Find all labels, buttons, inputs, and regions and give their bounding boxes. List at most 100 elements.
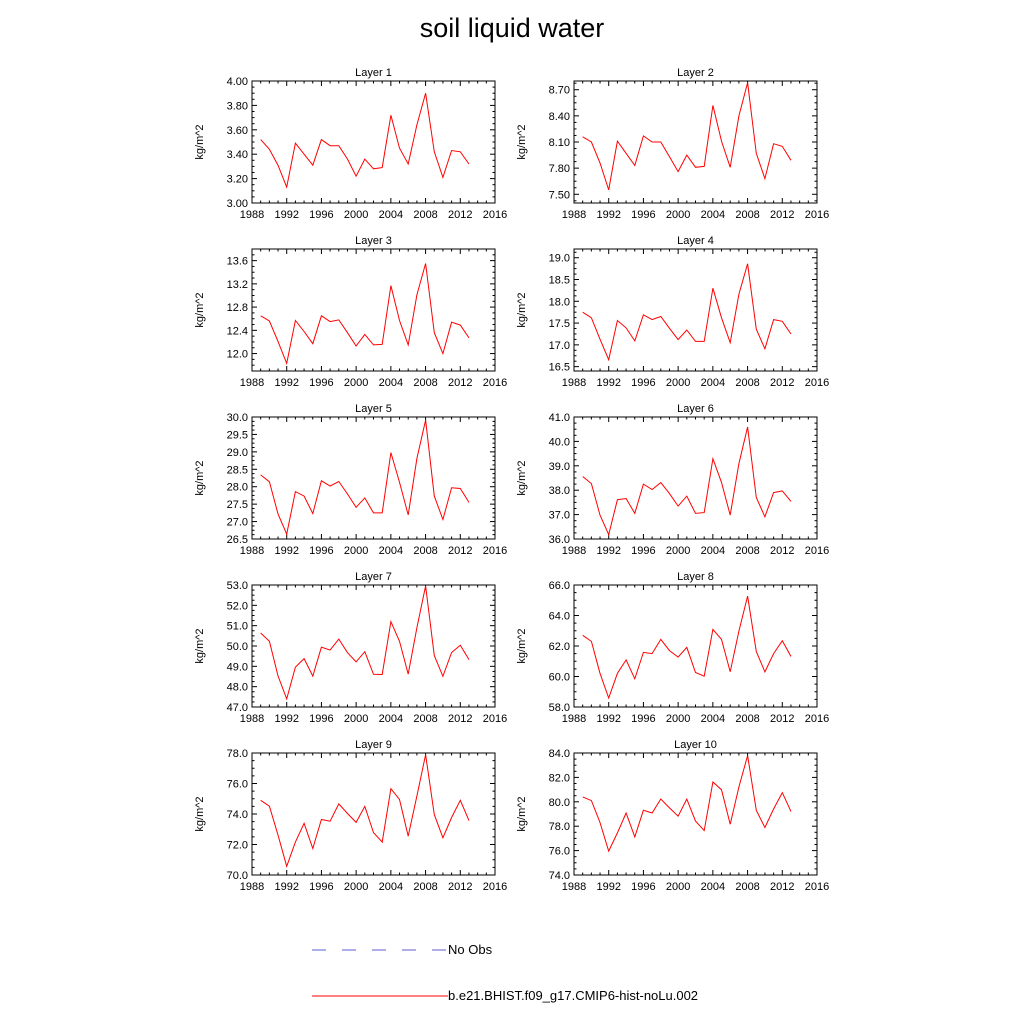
plot-frame bbox=[251, 416, 496, 540]
x-tick-label: 2012 bbox=[448, 713, 472, 725]
plot-frame bbox=[573, 80, 818, 204]
x-tick-label: 2004 bbox=[379, 209, 403, 221]
y-tick-label: 76.0 bbox=[227, 779, 248, 791]
x-tick-label: 1996 bbox=[309, 209, 333, 221]
legend-label-model: b.e21.BHIST.f09_g17.CMIP6-hist-noLu.002 bbox=[448, 988, 699, 1003]
series-line bbox=[582, 595, 792, 700]
x-tick-label: 1996 bbox=[309, 377, 333, 389]
x-tick-label: 1988 bbox=[240, 209, 264, 221]
x-tick-label: 1996 bbox=[631, 377, 655, 389]
y-tick-label: 3.40 bbox=[227, 149, 248, 161]
plot-frame bbox=[251, 584, 496, 708]
x-tick-label: 1988 bbox=[562, 209, 586, 221]
plot-frame bbox=[573, 752, 818, 876]
x-tick-label: 1992 bbox=[274, 377, 298, 389]
y-tick-label: 19.0 bbox=[549, 253, 570, 265]
y-tick-label: 80.0 bbox=[549, 797, 570, 809]
y-tick-label: 3.20 bbox=[227, 174, 248, 186]
y-tick-label: 76.0 bbox=[549, 846, 570, 858]
x-tick-label: 2000 bbox=[344, 377, 368, 389]
x-tick-label: 2016 bbox=[805, 209, 829, 221]
x-tick-label: 1992 bbox=[596, 377, 620, 389]
x-tick-label: 2004 bbox=[701, 545, 725, 557]
y-tick-label: 29.5 bbox=[227, 429, 248, 441]
x-tick-label: 1996 bbox=[309, 881, 333, 893]
y-tick-label: 58.0 bbox=[549, 702, 570, 714]
series-line bbox=[582, 426, 792, 537]
x-tick-label: 2008 bbox=[413, 713, 437, 725]
panel-title: Layer 3 bbox=[355, 235, 392, 247]
y-axis-label: kg/m^2 bbox=[194, 628, 206, 663]
panel-title: Layer 1 bbox=[355, 67, 392, 79]
series-line bbox=[582, 82, 792, 191]
panel-7: Layer 7 1988 1992 1996 2000 2004 2008 2012 2016 4… bbox=[194, 571, 507, 725]
x-tick-label: 1992 bbox=[274, 713, 298, 725]
x-tick-label: 2000 bbox=[666, 377, 690, 389]
y-tick-label: 3.80 bbox=[227, 100, 248, 112]
x-tick-label: 2016 bbox=[483, 713, 507, 725]
y-tick-label: 3.60 bbox=[227, 125, 248, 137]
y-tick-label: 74.0 bbox=[549, 870, 570, 882]
x-tick-label: 2004 bbox=[701, 713, 725, 725]
x-tick-label: 2016 bbox=[483, 545, 507, 557]
x-tick-label: 2016 bbox=[805, 881, 829, 893]
x-tick-label: 2000 bbox=[344, 545, 368, 557]
x-tick-label: 1996 bbox=[631, 881, 655, 893]
x-tick-label: 2000 bbox=[666, 881, 690, 893]
x-tick-label: 1992 bbox=[596, 545, 620, 557]
panel-4: Layer 4 1988 1992 1996 2000 2004 2008 2012 2016 1… bbox=[516, 235, 829, 389]
y-tick-label: 12.4 bbox=[227, 325, 248, 337]
x-tick-label: 1988 bbox=[562, 713, 586, 725]
x-tick-label: 2008 bbox=[413, 377, 437, 389]
y-tick-label: 4.00 bbox=[227, 76, 248, 88]
y-tick-label: 7.80 bbox=[549, 163, 570, 175]
x-tick-label: 2008 bbox=[735, 209, 759, 221]
x-tick-label: 2000 bbox=[344, 209, 368, 221]
y-tick-label: 48.0 bbox=[227, 682, 248, 694]
plot-frame bbox=[573, 584, 818, 708]
x-tick-label: 2004 bbox=[701, 881, 725, 893]
x-tick-label: 1992 bbox=[274, 545, 298, 557]
panel-title: Layer 6 bbox=[677, 403, 714, 415]
panel-3: Layer 3 1988 1992 1996 2000 2004 2008 2012 2016 1… bbox=[194, 235, 507, 389]
y-tick-label: 66.0 bbox=[549, 580, 570, 592]
y-axis-label: kg/m^2 bbox=[194, 124, 206, 159]
y-tick-label: 8.70 bbox=[549, 85, 570, 97]
y-tick-label: 7.50 bbox=[549, 189, 570, 201]
y-tick-label: 38.0 bbox=[549, 485, 570, 497]
legend-item-no-obs: No Obs bbox=[312, 942, 492, 957]
panel-title: Layer 4 bbox=[677, 235, 714, 247]
y-tick-label: 53.0 bbox=[227, 580, 248, 592]
y-axis-label: kg/m^2 bbox=[194, 460, 206, 495]
x-tick-label: 1988 bbox=[240, 881, 264, 893]
plot-frame bbox=[251, 80, 496, 204]
panel-2: Layer 2 1988 1992 1996 2000 2004 2008 2012 2016 7… bbox=[516, 67, 829, 221]
y-tick-label: 72.0 bbox=[227, 840, 248, 852]
x-tick-label: 2004 bbox=[701, 209, 725, 221]
x-tick-label: 2016 bbox=[805, 713, 829, 725]
y-tick-label: 13.6 bbox=[227, 256, 248, 268]
x-tick-label: 1992 bbox=[596, 881, 620, 893]
legend-item-model: b.e21.BHIST.f09_g17.CMIP6-hist-noLu.002 bbox=[312, 988, 698, 1003]
series-line bbox=[260, 754, 470, 868]
x-tick-label: 1988 bbox=[562, 881, 586, 893]
y-tick-label: 3.00 bbox=[227, 198, 248, 210]
x-tick-label: 2012 bbox=[770, 881, 794, 893]
series-line bbox=[260, 419, 470, 536]
x-tick-label: 1996 bbox=[631, 545, 655, 557]
x-tick-label: 2000 bbox=[666, 713, 690, 725]
panel-title: Layer 10 bbox=[674, 739, 717, 751]
y-tick-label: 78.0 bbox=[549, 821, 570, 833]
x-tick-label: 2016 bbox=[483, 881, 507, 893]
panel-title: Layer 2 bbox=[677, 67, 714, 79]
panel-title: Layer 8 bbox=[677, 571, 714, 583]
x-tick-label: 1988 bbox=[562, 545, 586, 557]
y-tick-label: 26.5 bbox=[227, 534, 248, 546]
panel-title: Layer 7 bbox=[355, 571, 392, 583]
y-axis-label: kg/m^2 bbox=[516, 628, 528, 663]
x-tick-label: 1996 bbox=[631, 713, 655, 725]
x-tick-label: 2008 bbox=[735, 377, 759, 389]
panel-10: Layer 10 1988 1992 1996 2000 2004 2008 2012 2016… bbox=[516, 739, 829, 893]
y-axis-label: kg/m^2 bbox=[516, 460, 528, 495]
